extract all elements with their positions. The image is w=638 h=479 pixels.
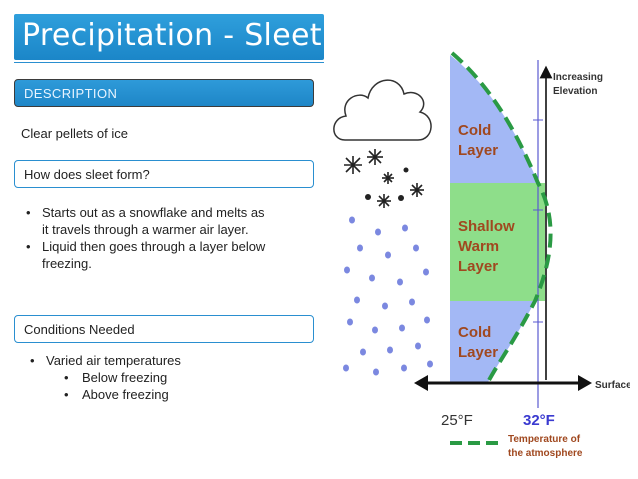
snowflake-2: [367, 149, 383, 165]
conditions-bullet-main: Varied air temperatures: [26, 352, 181, 369]
how-bullet-list: Starts out as a snowflake and melts as i…: [22, 204, 265, 272]
conditions-bullet-sub2: Above freezing: [26, 386, 181, 403]
description-text: Clear pellets of ice: [21, 126, 128, 141]
how-bullet-1-line1: Starts out as a snowflake and melts as: [42, 205, 265, 220]
how-bullet-2-line2: freezing.: [42, 256, 92, 271]
surface-arrow-right: [578, 375, 592, 391]
snowflake-4: [377, 194, 391, 208]
snowflake-5: [410, 183, 424, 197]
cold-top-label-line2: Layer: [458, 142, 498, 159]
elevation-label-line1: Increasing: [553, 72, 603, 83]
cloud-icon: [333, 79, 432, 141]
elevation-label-line2: Elevation: [553, 86, 597, 97]
warm-label-line3: Layer: [458, 258, 498, 275]
cold-bottom-label-line1: Cold: [458, 324, 491, 341]
cold-layer-top-region: [450, 55, 538, 183]
warm-layer-region: [450, 183, 545, 301]
description-header: DESCRIPTION: [24, 86, 118, 101]
conditions-bullet-sub1: Below freezing: [26, 369, 181, 386]
sleet-pellets: [343, 216, 433, 376]
sleet-formation-diagram: Cold Layer Shallow Warm Layer Cold Layer…: [333, 51, 630, 459]
legend-label-line1: Temperature of: [508, 434, 581, 445]
how-bullet-2-line1: Liquid then goes through a layer below: [42, 239, 266, 254]
conditions-header: Conditions Needed: [24, 322, 135, 337]
temperature-profile-line: [450, 51, 553, 383]
how-header-box: How does sleet form?: [14, 160, 314, 188]
warm-label-line1: Shallow: [458, 218, 515, 235]
title-bar: Precipitation - Sleet: [14, 14, 324, 60]
title-underline: [14, 62, 324, 63]
how-header: How does sleet form?: [24, 167, 150, 182]
cold-layer-bottom-region: [450, 301, 535, 382]
description-header-box: DESCRIPTION: [14, 79, 314, 107]
snowflake-3: [382, 172, 394, 184]
surface-label: Surface: [595, 380, 630, 391]
slide-title: Precipitation - Sleet: [22, 18, 322, 53]
snowflake-icons: [344, 149, 424, 208]
temp-25-label: 25°F: [441, 412, 473, 429]
conditions-bullet-list: Varied air temperatures Below freezing A…: [26, 352, 181, 403]
temp-32-label: 32°F: [523, 412, 555, 429]
cold-bottom-label-line2: Layer: [458, 344, 498, 361]
legend-label-line2: the atmosphere: [508, 448, 583, 459]
warm-label-line2: Warm: [458, 238, 499, 255]
how-bullet-1: Starts out as a snowflake and melts as i…: [22, 204, 265, 238]
how-bullet-2: Liquid then goes through a layer below f…: [22, 238, 265, 272]
snowflake-1: [344, 156, 362, 174]
small-snow-dots: [365, 167, 409, 201]
how-bullet-1-line2: it travels through a warmer air layer.: [42, 222, 249, 237]
surface-arrow-left: [414, 375, 428, 391]
cold-top-label-line1: Cold: [458, 122, 491, 139]
conditions-header-box: Conditions Needed: [14, 315, 314, 343]
